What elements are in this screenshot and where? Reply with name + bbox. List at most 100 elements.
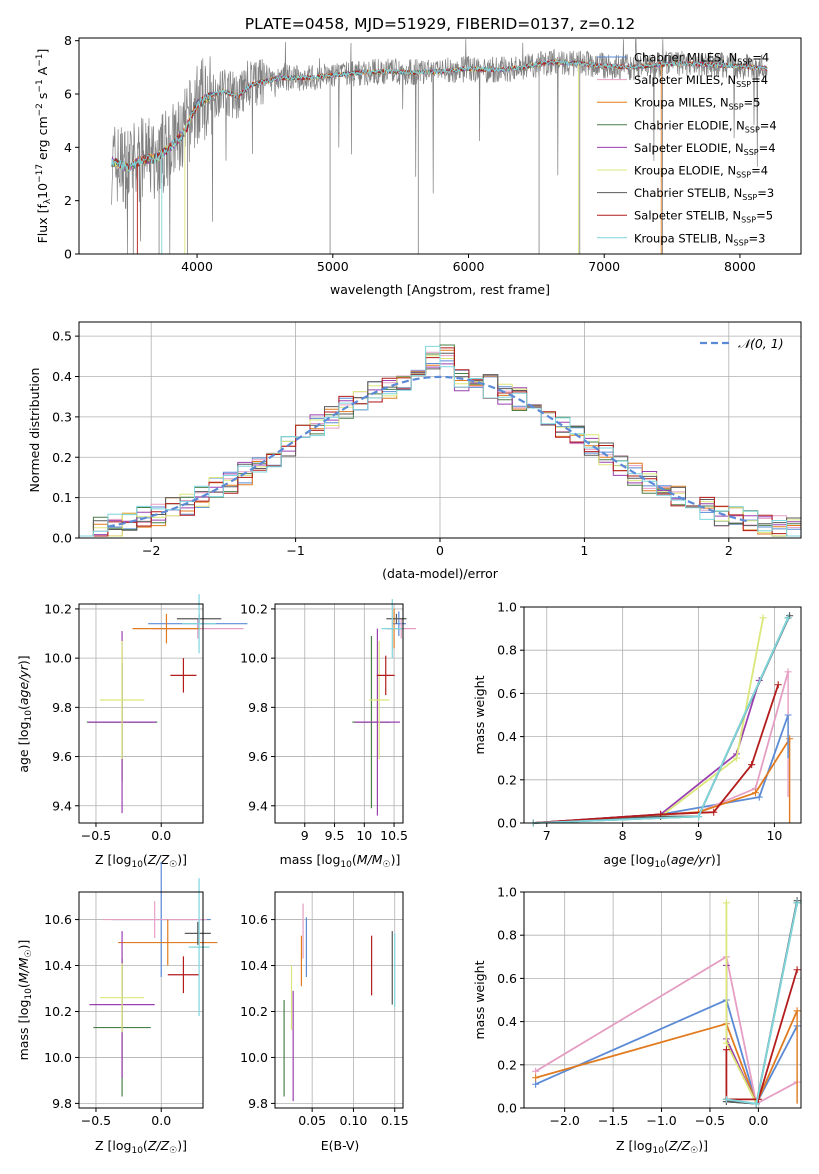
massweight-vs-age-panel: 7 8 9 10 0.0 0.2 0.4 0.6 0.8 1.0 mass weight age [l… [472, 600, 802, 870]
legend-entry: Chabrier MILES, NSSP=4 [634, 51, 769, 67]
legend-entry: Salpeter MILES, NSSP=4 [634, 73, 768, 89]
residual-histogram-step [79, 345, 801, 537]
legend-entry: Chabrier STELIB, NSSP=3 [634, 186, 774, 202]
y-tick-label: 10.0 [240, 651, 268, 666]
data-marker [759, 614, 767, 622]
data-marker [751, 789, 759, 797]
x-tick-label: 0.15 [381, 1113, 409, 1128]
y-tick-label: 10.6 [44, 912, 72, 927]
data-marker [532, 1080, 540, 1088]
x-tick-label: −1.0 [646, 1113, 676, 1128]
y-tick-label: 4 [64, 140, 72, 155]
mass-weight-line [533, 738, 791, 824]
y-tick-label: 6 [64, 87, 72, 102]
x-axis-label: age [log10(age/yr)] [603, 852, 720, 870]
legend-entry: Salpeter ELODIE, NSSP=4 [634, 141, 776, 157]
x-tick-label: 2 [725, 543, 733, 558]
y-tick-label: 0.2 [497, 772, 517, 787]
x-tick-label: 0.10 [340, 1113, 368, 1128]
legend-entry: 𝒩(0, 1) [738, 336, 784, 351]
data-marker [532, 1074, 540, 1082]
mass-vs-ebv-panel: 0.05 0.10 0.15 9.8 10.0 10.2 10.4 10.6 E(B-V) [240, 891, 409, 1153]
y-tick-label: 9.4 [52, 798, 72, 813]
y-tick-label: 0.2 [52, 450, 72, 465]
x-tick-label: −1.5 [598, 1113, 628, 1128]
x-tick-label: −2.0 [549, 1113, 579, 1128]
y-tick-label: 0.6 [497, 686, 517, 701]
x-tick-label: 4000 [181, 259, 213, 274]
x-tick-label: 0.0 [151, 1113, 171, 1128]
data-marker [722, 1046, 730, 1054]
x-tick-label: 0.05 [298, 1113, 326, 1128]
y-tick-label: 10.6 [240, 912, 268, 927]
age-vs-mass-panel: 9 9.5 10 10.5 9.4 9.6 9.8 10.0 10.2 mass [log10(M… [240, 599, 417, 870]
y-tick-label: 9.8 [52, 700, 72, 715]
spectrum-panel: 4000 5000 6000 7000 8000 0 2 4 6 8 wavelength [Ang… [35, 33, 802, 297]
y-tick-label: 0.1 [52, 490, 72, 505]
data-marker [793, 966, 801, 974]
x-tick-label: −0.5 [81, 1113, 111, 1128]
y-tick-label: 9.6 [248, 749, 268, 764]
x-tick-label: 9.5 [325, 828, 345, 843]
data-marker [710, 808, 718, 816]
x-tick-label: 7000 [588, 259, 620, 274]
mass-weight-line [725, 902, 758, 1105]
data-marker [722, 1095, 730, 1103]
x-tick-label: 9 [695, 828, 703, 843]
y-tick-label: 8 [64, 33, 72, 48]
massweight-vs-metallicity-panel: −2.0 −1.5 −1.0 −0.5 0.0 0.0 0.2 0.4 0.6 0.8 1.0 mas… [472, 885, 802, 1156]
x-tick-label: −0.5 [81, 828, 111, 843]
y-tick-label: 2 [64, 193, 72, 208]
axes-frame [523, 891, 802, 1109]
x-axis-label: E(B-V) [321, 1138, 360, 1153]
x-tick-label: 1 [580, 543, 588, 558]
y-axis-label: Normed distribution [27, 368, 42, 493]
y-tick-label: 0.0 [497, 816, 517, 831]
normal-distribution-curve [107, 375, 751, 528]
y-tick-label: 9.8 [52, 1096, 72, 1111]
y-tick-label: 0.4 [497, 729, 517, 744]
data-marker [732, 754, 740, 762]
data-marker [532, 1067, 540, 1075]
axes-frame [78, 37, 802, 255]
figure-title: PLATE=0458, MJD=51929, FIBERID=0137, z=0… [245, 15, 635, 33]
mass-weight-line [533, 684, 780, 824]
x-tick-label: 9 [301, 828, 309, 843]
mass-weight-line [533, 671, 789, 824]
axes-frame [523, 606, 802, 824]
y-axis-label: age [log10(age/yr)] [16, 655, 34, 772]
legend-entry: Chabrier ELODIE, NSSP=4 [634, 118, 777, 134]
legend-entry: Kroupa MILES, NSSP=5 [634, 96, 760, 112]
y-tick-label: 9.8 [248, 1096, 268, 1111]
y-tick-label: 0.3 [52, 409, 72, 424]
x-tick-label: −0.5 [695, 1113, 725, 1128]
x-tick-label: 8000 [724, 259, 756, 274]
x-tick-label: 7 [543, 828, 551, 843]
x-axis-label: Z [log10(Z/Z☉)] [616, 1138, 708, 1156]
y-tick-label: 10.4 [240, 958, 268, 973]
axes-frame [274, 603, 404, 824]
y-tick-label: 0.2 [497, 1057, 517, 1072]
y-axis-label: mass weight [472, 675, 487, 754]
y-tick-label: 0.6 [497, 971, 517, 986]
mass-vs-metallicity-panel: −0.5 0.0 9.8 10.0 10.2 10.4 10.6 Z [log10(Z/Z☉)… [16, 862, 218, 1156]
x-axis-label: Z [log10(Z/Z☉)] [95, 852, 187, 870]
legend-entry: Kroupa ELODIE, NSSP=4 [634, 164, 768, 180]
y-tick-label: 0.4 [52, 369, 72, 384]
x-tick-label: 6000 [453, 259, 485, 274]
y-tick-label: 1.0 [497, 600, 517, 615]
x-tick-label: 8 [619, 828, 627, 843]
x-tick-label: 10.5 [380, 828, 408, 843]
mass-weight-line [533, 714, 789, 824]
y-tick-label: 10.0 [44, 651, 72, 666]
y-tick-label: 0.4 [497, 1014, 517, 1029]
y-tick-label: 0.5 [52, 329, 72, 344]
y-tick-label: 0.8 [497, 928, 517, 943]
data-marker [774, 681, 782, 689]
y-tick-label: 10.2 [240, 1004, 268, 1019]
y-tick-label: 9.8 [248, 700, 268, 715]
y-tick-label: 9.4 [248, 798, 268, 813]
y-axis-label: mass weight [472, 960, 487, 1039]
legend-entry: Kroupa STELIB, NSSP=3 [634, 231, 765, 247]
